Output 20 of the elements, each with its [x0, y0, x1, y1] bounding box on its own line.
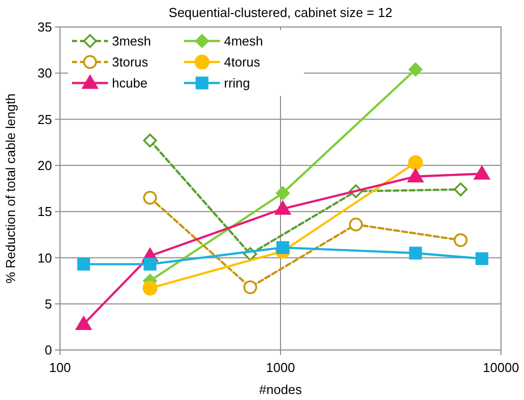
x-tick-label: 10000 [482, 360, 520, 375]
y-tick-label: 30 [38, 66, 52, 81]
y-tick-label: 0 [44, 342, 52, 358]
x-tick-label: 1000 [266, 360, 295, 375]
y-axis-title: % Reduction of total cable length [3, 93, 18, 284]
y-tick-label: 15 [38, 204, 52, 220]
legend-label: 4torus [224, 54, 261, 70]
x-tick-label: 100 [49, 360, 71, 375]
y-tick-label: 35 [38, 20, 52, 35]
x-axis-title: #nodes [259, 382, 302, 397]
y-tick-label: 5 [44, 296, 52, 312]
chart-title: Sequential-clustered, cabinet size = 12 [168, 5, 392, 20]
legend-label: 3mesh [112, 34, 152, 49]
y-tick-label: 10 [38, 250, 52, 266]
y-tick-label: 20 [38, 158, 52, 173]
y-tick-label: 25 [38, 112, 52, 127]
legend-label: 3torus [112, 54, 149, 70]
legend-label: 4mesh [224, 34, 264, 49]
legend-label: rring [224, 76, 250, 91]
legend-label: hcube [112, 76, 148, 91]
